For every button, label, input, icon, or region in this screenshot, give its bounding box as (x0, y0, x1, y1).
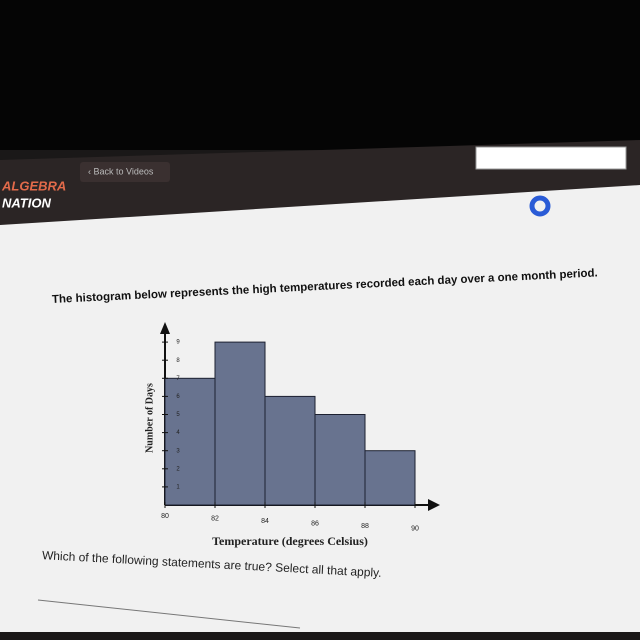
x-tick-label: 90 (411, 525, 419, 532)
y-tick-label: 9 (176, 340, 180, 346)
y-tick-label: 6 (176, 394, 180, 400)
x-tick-label: 82 (211, 515, 219, 522)
bar (364, 450, 416, 506)
x-tick-label: 88 (361, 523, 369, 530)
y-tick-label: 2 (176, 466, 180, 472)
content-area (0, 185, 640, 632)
y-tick-label: 4 (176, 430, 180, 436)
bar (264, 395, 316, 506)
y-axis-arrow (160, 322, 170, 334)
x-axis-arrow (428, 499, 440, 511)
bar (164, 377, 216, 506)
x-tick-label: 84 (261, 518, 269, 525)
y-tick-label: 7 (176, 376, 180, 382)
y-tick-label: 3 (176, 448, 180, 454)
divider (37, 599, 301, 629)
bar (214, 341, 266, 506)
top-button[interactable] (475, 146, 627, 170)
back-link[interactable]: ‹ Back to Videos (88, 166, 154, 176)
y-tick-label: 8 (176, 358, 180, 364)
y-tick-label: 5 (176, 412, 180, 418)
x-tick-label: 80 (161, 513, 169, 520)
x-axis-label: Temperature (degrees Celsius) (212, 534, 368, 548)
bar (314, 414, 366, 506)
y-tick-label: 1 (176, 484, 180, 490)
back-button[interactable] (80, 162, 170, 182)
y-axis-label: Number of Days (144, 383, 155, 453)
x-tick-label: 86 (311, 520, 319, 527)
logo: NATION (2, 195, 51, 210)
status-icon (529, 195, 551, 217)
logo: ALGEBRA (1, 178, 66, 193)
